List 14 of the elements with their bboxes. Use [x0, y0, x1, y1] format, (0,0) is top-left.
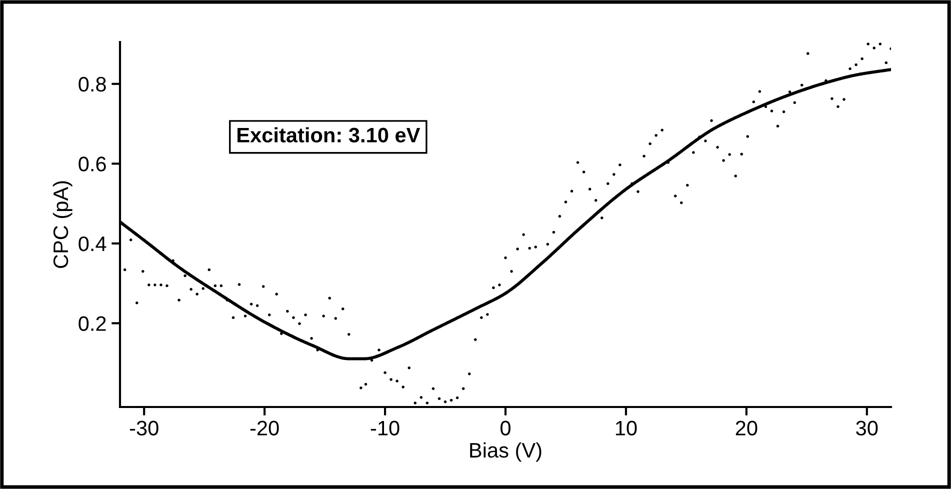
- y-tick-label: 0.4: [78, 236, 106, 252]
- x-tick-label: 30: [856, 420, 878, 436]
- y-tick-label: 0.6: [78, 156, 106, 172]
- x-tick-label: 20: [736, 420, 758, 436]
- y-axis-title: CPC (pA): [52, 181, 72, 268]
- y-tick-label: 0.8: [78, 76, 106, 92]
- annotation: Excitation: 3.10 eV: [238, 127, 420, 143]
- x-tick-label: 0: [500, 420, 510, 436]
- x-tick-label: -10: [370, 420, 400, 436]
- x-tick-label: -20: [250, 420, 279, 436]
- x-tick-label: -30: [130, 420, 158, 436]
- x-axis-title: Bias (V): [470, 442, 542, 462]
- y-tick-label: 0.2: [78, 316, 106, 331]
- x-tick-label: 10: [616, 420, 637, 436]
